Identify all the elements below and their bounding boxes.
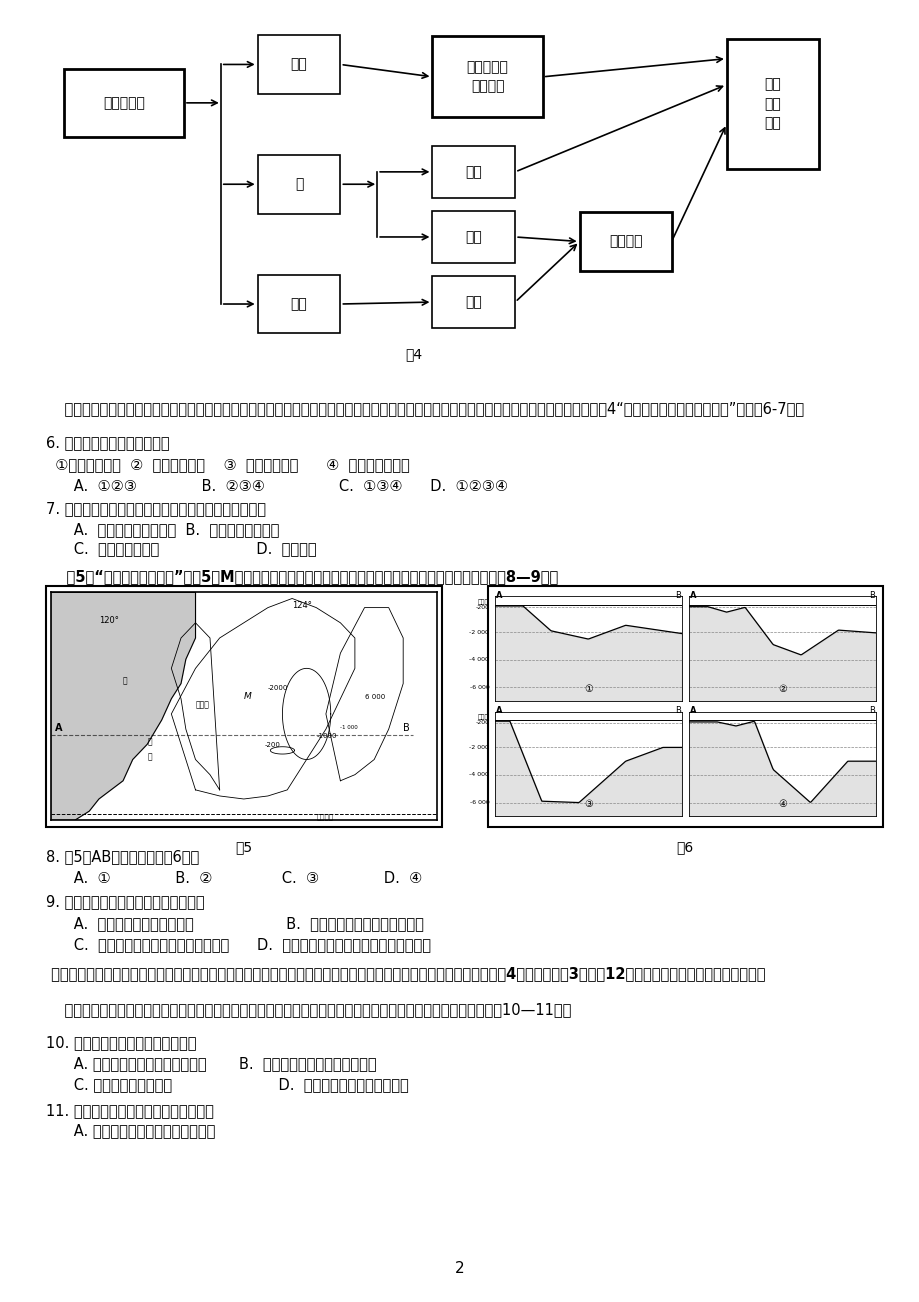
Bar: [46, 586, 441, 827]
Text: -200: -200: [475, 605, 489, 609]
Text: 台: 台: [123, 677, 128, 686]
Text: 图4: 图4: [405, 348, 422, 362]
Text: B: B: [868, 706, 874, 715]
Text: A: A: [495, 591, 502, 600]
Text: -200: -200: [265, 742, 280, 749]
Text: 琉: 琉: [147, 737, 152, 746]
Text: 海平面: 海平面: [478, 599, 489, 604]
Text: 土壤: 土壤: [290, 297, 307, 311]
Text: A: A: [689, 591, 696, 600]
Text: A.  ①              B.  ②               C.  ③              D.  ④: A. ① B. ② C. ③ D. ④: [46, 871, 422, 887]
Text: 北回归线: 北回归线: [316, 814, 333, 820]
Text: （二）双项选择题：在下列各小题的四个选项中，有两项符合题目的要求。请在答题卡上将所选答案的字母代号涂黑（4小题，每小题3分，共12分；错选、少选或多选均不得分）: （二）双项选择题：在下列各小题的四个选项中，有两项符合题目的要求。请在答题卡上将…: [46, 966, 765, 982]
Text: 图5: 图5: [235, 840, 252, 854]
Text: 水: 水: [294, 177, 303, 191]
Text: A.  位于中国大陆的大陆架上                    B.  属中国大陆向海洋的自然延伸: A. 位于中国大陆的大陆架上 B. 属中国大陆向海洋的自然延伸: [46, 917, 424, 932]
Text: M: M: [244, 691, 251, 700]
Text: -2 000: -2 000: [469, 745, 489, 750]
Text: 图6: 图6: [676, 840, 693, 854]
Text: -1 000: -1 000: [340, 725, 357, 730]
Text: C.  附近海域石油、海洋生物资源丰富      D.  全球气候变暖，不会影响钓鱼岛的面积: C. 附近海域石油、海洋生物资源丰富 D. 全球气候变暖，不会影响钓鱼岛的面积: [46, 937, 430, 953]
Text: -6 000: -6 000: [469, 685, 489, 690]
Text: 6 000: 6 000: [364, 694, 384, 699]
Text: B: B: [868, 591, 874, 600]
Text: 图5为“某海域的等深线图”，图5中M点为我国的钓鱼岛，其附近海域蕴藏有大量石油资源和渔业资源。回答8—9题。: 图5为“某海域的等深线图”，图5中M点为我国的钓鱼岛，其附近海域蕴藏有大量石油资…: [46, 569, 558, 585]
Text: 节油比开发石油的投资低。通过节约能源可以消除或部分消除世界油价上涨对我国经济发展的负面影响。据此回答10—11题。: 节油比开发石油的投资低。通过节约能源可以消除或部分消除世界油价上涨对我国经济发展…: [46, 1003, 571, 1018]
Text: ①通过大气污染  ②  通过水体污染    ③  通过土壤污染      ④  通过食物链污染: ①通过大气污染 ② 通过水体污染 ③ 通过土壤污染 ④ 通过食物链污染: [46, 457, 409, 473]
Text: 人体呼吸、
皮肤接触: 人体呼吸、 皮肤接触: [466, 60, 508, 94]
Text: C. 人们的节约意识薄弱                       D.  主要是私人汽车数量的增多: C. 人们的节约意识薄弱 D. 主要是私人汽车数量的增多: [46, 1077, 408, 1092]
Bar: [579, 212, 671, 271]
Bar: [64, 69, 184, 137]
Text: ①: ①: [584, 685, 592, 694]
Bar: [257, 275, 340, 333]
Text: 2: 2: [455, 1260, 464, 1276]
Text: C.  填埋、焚烧处理                     D.  弃入公海: C. 填埋、焚烧处理 D. 弃入公海: [46, 542, 316, 557]
Bar: [257, 155, 340, 214]
Text: 球: 球: [147, 753, 152, 762]
Text: A: A: [689, 706, 696, 715]
Text: 固体废弃物: 固体废弃物: [103, 96, 145, 109]
Text: 灌溉: 灌溉: [465, 230, 482, 243]
Text: 10. 我国石油浪费严重的主要原因是: 10. 我国石油浪费严重的主要原因是: [46, 1035, 197, 1051]
Text: 种植: 种植: [465, 296, 482, 309]
Text: A: A: [55, 723, 62, 733]
Text: B: B: [675, 591, 680, 600]
Bar: [726, 39, 818, 169]
Text: ④: ④: [777, 799, 786, 810]
Bar: [487, 586, 882, 827]
Text: ②: ②: [777, 685, 786, 694]
Text: 生物富集: 生物富集: [608, 234, 641, 249]
Text: A.  选择妥当的地方堆放  B.  进行分类回收处理: A. 选择妥当的地方堆放 B. 进行分类回收处理: [46, 522, 279, 538]
Bar: [432, 276, 515, 328]
Bar: [432, 146, 515, 198]
Text: -200: -200: [475, 720, 489, 725]
Text: 9. 下列有关钓鱼岛的表述，不正确的是: 9. 下列有关钓鱼岛的表述，不正确的是: [46, 894, 204, 910]
Text: 危害
人体
健康: 危害 人体 健康: [764, 78, 780, 130]
Text: 大气: 大气: [290, 57, 307, 72]
Text: 8. 图5中AB线的剖面图是图6中的: 8. 图5中AB线的剖面图是图6中的: [46, 849, 199, 865]
Text: A: A: [495, 706, 502, 715]
Bar: [432, 36, 542, 117]
Text: ③: ③: [584, 799, 592, 810]
Text: 6. 固体废弃物污染途径主要有: 6. 固体废弃物污染途径主要有: [46, 435, 169, 450]
Text: -4 000: -4 000: [469, 658, 489, 663]
Text: B: B: [403, 723, 410, 733]
Text: 124°: 124°: [292, 600, 312, 609]
Text: 钓鱼岛: 钓鱼岛: [196, 700, 210, 710]
Text: 11. 保证我国石油供应安全的主要措施有: 11. 保证我国石油供应安全的主要措施有: [46, 1103, 213, 1118]
Text: -4 000: -4 000: [469, 772, 489, 777]
Text: -2000: -2000: [267, 685, 288, 690]
Text: 120°: 120°: [99, 616, 119, 625]
Text: A. 科学技术水平低，机械耗能多       B.  油价没有与国际市场油价挂钩: A. 科学技术水平低，机械耗能多 B. 油价没有与国际市场油价挂钩: [46, 1056, 376, 1072]
Text: 7. 下列措施中，最能有效降低固体废弃物污染危害的是: 7. 下列措施中，最能有效降低固体废弃物污染危害的是: [46, 501, 266, 517]
Polygon shape: [51, 592, 196, 820]
Text: 在一定条件下，垃圾中的废弃物会发生化学性、物理性或生物性转化，并通过水、大气、土壤、食物链等途径污染环境，危害人体健康。读图4“固体废弃物污染途径示意图”，回答: 在一定条件下，垃圾中的废弃物会发生化学性、物理性或生物性转化，并通过水、大气、土…: [46, 401, 803, 417]
Text: -6 000: -6 000: [469, 799, 489, 805]
Text: -2 000: -2 000: [469, 630, 489, 634]
Bar: [257, 35, 340, 94]
Bar: [432, 211, 515, 263]
Text: A. 加强勘探，增加石油的探明储量: A. 加强勘探，增加石油的探明储量: [46, 1124, 215, 1139]
Text: 海平面: 海平面: [478, 715, 489, 720]
Text: -1000: -1000: [316, 733, 336, 740]
Text: 饮用: 饮用: [465, 165, 482, 178]
Text: A.  ①②③              B.  ②③④                C.  ①③④      D.  ①②③④: A. ①②③ B. ②③④ C. ①③④ D. ①②③④: [46, 479, 507, 495]
Text: B: B: [675, 706, 680, 715]
